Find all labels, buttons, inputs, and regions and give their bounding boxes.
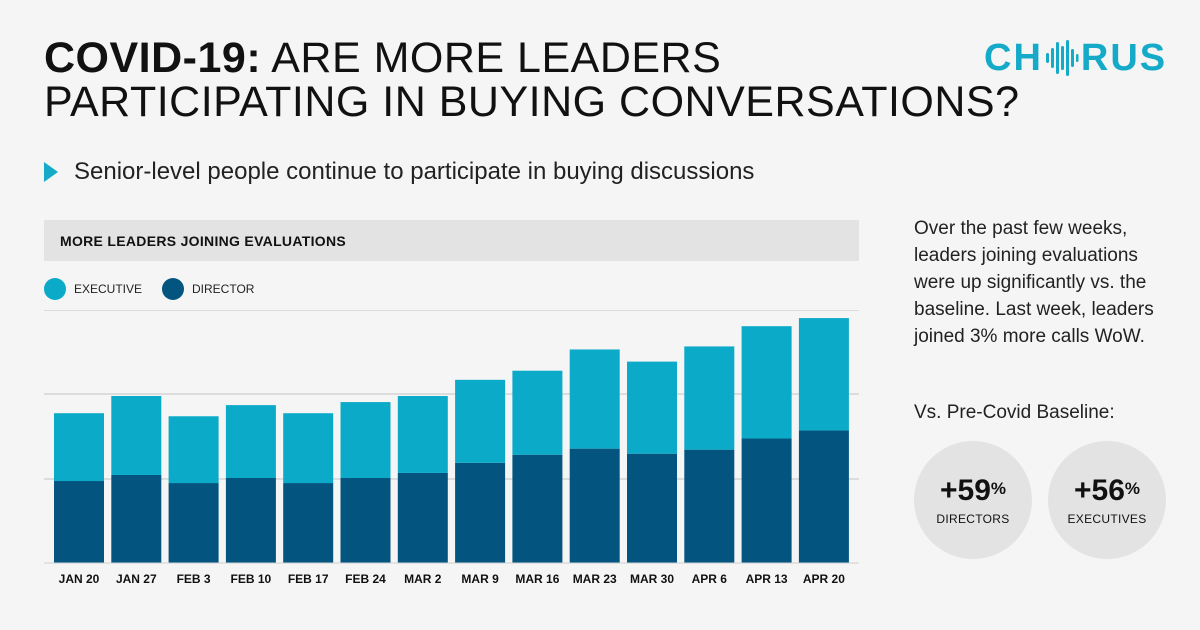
bar-executive-4 <box>283 413 334 484</box>
bar-executive-1 <box>111 396 162 475</box>
legend-item-executive: EXECUTIVE <box>44 278 142 300</box>
stat-directors: +59% DIRECTORS <box>914 441 1032 559</box>
x-tick-label-3: FEB 10 <box>231 572 272 586</box>
stat-directors-value: +59% <box>939 474 1006 507</box>
x-tick-label-8: MAR 16 <box>515 572 559 586</box>
bar-director-12 <box>741 438 792 563</box>
title-line1: ARE MORE LEADERS <box>271 34 722 82</box>
title-bold: COVID-19: <box>44 34 262 82</box>
bar-director-3 <box>225 477 276 563</box>
bar-executive-10 <box>627 361 677 454</box>
legend-item-director: DIRECTOR <box>162 278 254 300</box>
bar-director-5 <box>340 477 391 563</box>
bar-director-9 <box>569 448 620 563</box>
bar-executive-11 <box>684 346 735 450</box>
x-tick-label-4: FEB 17 <box>288 572 329 586</box>
bar-director-8 <box>512 454 563 563</box>
stat-executives-label: EXECUTIVES <box>1067 512 1147 526</box>
bar-executive-2 <box>168 416 219 484</box>
bar-executive-0 <box>54 413 104 482</box>
bar-executive-9 <box>569 349 620 449</box>
x-tick-label-5: FEB 24 <box>345 572 386 586</box>
legend-label-executive: EXECUTIVE <box>74 282 143 296</box>
bar-executive-13 <box>798 318 849 431</box>
x-tick-label-9: MAR 23 <box>573 572 617 586</box>
bar-director-6 <box>397 472 448 563</box>
stat-executives-value: +56% <box>1073 474 1140 507</box>
x-tick-label-2: FEB 3 <box>177 572 211 586</box>
x-tick-label-1: JAN 27 <box>116 572 157 586</box>
x-tick-label-0: JAN 20 <box>59 572 100 586</box>
title-line2: PARTICIPATING IN BUYING CONVERSATIONS? <box>44 78 1020 126</box>
bar-executive-5 <box>340 402 391 478</box>
side-description: Over the past few weeks, leaders joining… <box>914 218 1154 347</box>
logo-text-left: CH <box>984 36 1043 79</box>
bar-director-1 <box>111 474 162 563</box>
x-tick-label-7: MAR 9 <box>461 572 499 586</box>
subtitle-row: Senior-level people continue to particip… <box>44 158 754 186</box>
chart-legend: EXECUTIVE DIRECTOR <box>44 278 254 300</box>
bar-executive-3 <box>225 405 276 478</box>
chart-title: MORE LEADERS JOINING EVALUATIONS <box>44 220 859 261</box>
bar-director-0 <box>54 481 104 563</box>
bar-executive-6 <box>397 396 448 473</box>
stat-executives: +56% EXECUTIVES <box>1048 441 1166 559</box>
bar-director-2 <box>168 483 219 563</box>
bar-director-11 <box>684 449 735 563</box>
subtitle: Senior-level people continue to particip… <box>74 158 755 185</box>
logo-text-right: RUS <box>1080 36 1168 79</box>
legend-label-director: DIRECTOR <box>192 282 255 296</box>
chorus-logo: CH RUS <box>984 36 1174 79</box>
bar-director-4 <box>283 483 334 563</box>
bar-director-10 <box>627 453 677 563</box>
x-tick-label-6: MAR 2 <box>404 572 442 586</box>
bar-executive-12 <box>741 326 792 439</box>
bar-executive-8 <box>512 370 563 455</box>
legend-swatch-executive <box>44 278 66 300</box>
stat-directors-label: DIRECTORS <box>936 512 1010 526</box>
bar-director-7 <box>455 462 506 563</box>
legend-swatch-director <box>162 278 185 300</box>
soundwave-icon <box>1045 40 1079 76</box>
bar-director-13 <box>798 430 849 563</box>
x-tick-label-12: APR 13 <box>746 572 788 586</box>
x-tick-label-13: APR 20 <box>803 572 845 586</box>
page-title: COVID-19: ARE MORE LEADERS PARTICIPATING… <box>44 36 1020 124</box>
baseline-label: Vs. Pre-Covid Baseline: <box>914 402 1115 423</box>
x-tick-label-10: MAR 30 <box>630 572 674 586</box>
play-triangle-icon <box>44 162 58 182</box>
bar-executive-7 <box>455 379 506 463</box>
x-tick-label-11: APR 6 <box>692 572 728 586</box>
stacked-bar-chart: JAN 20 JAN 27 FEB 3 FEB 10 FEB 17 FEB 24 MAR 2… <box>44 310 859 586</box>
